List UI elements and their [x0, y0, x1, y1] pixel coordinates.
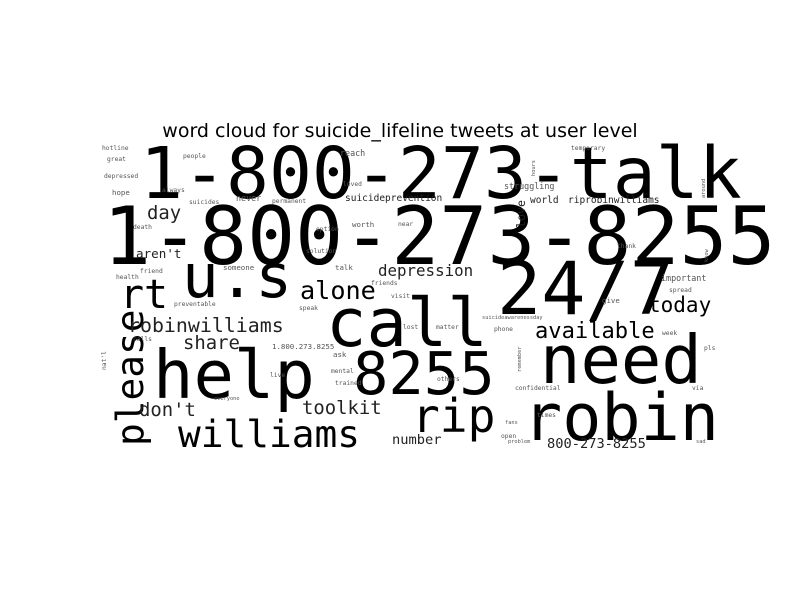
word-hotline: hotline: [102, 145, 129, 152]
word-nat-l: nat'l: [101, 351, 108, 370]
word-mental: mental: [331, 368, 354, 375]
word-spread: spread: [669, 287, 692, 294]
word-fans: fans: [505, 420, 518, 426]
word-calls: calls: [133, 336, 152, 343]
word-alone: alone: [300, 276, 376, 305]
word-via: via: [692, 385, 704, 392]
word-robin: robin: [523, 381, 719, 456]
word-available: available: [535, 318, 655, 344]
word-phone: phone: [494, 326, 513, 333]
word-u-s: u.s: [182, 241, 292, 312]
word-share: share: [183, 332, 240, 354]
word-around: around: [701, 179, 707, 198]
word-suicideawarenessday: suicideawarenessday: [482, 315, 543, 321]
word-great: great: [107, 156, 126, 163]
word-8255: 8255: [353, 339, 495, 408]
word-visit: visit: [391, 293, 410, 300]
word-robinwilliams: robinwilliams: [128, 314, 284, 337]
word-lost: lost: [403, 324, 418, 331]
word-depressed: depressed: [104, 173, 138, 180]
word-talk: talk: [335, 263, 353, 272]
word-call: call: [326, 284, 488, 362]
word-health: health: [116, 274, 139, 281]
word-week: week: [662, 330, 677, 337]
word-times: times: [537, 412, 556, 419]
word-number: number: [392, 432, 441, 448]
word-please: please: [108, 309, 152, 446]
word-1-800-273-8255: 1-800-273-8255: [103, 190, 776, 283]
word-struggling: struggling: [504, 181, 554, 191]
word-always: always: [162, 187, 185, 194]
word-remember: remember: [517, 346, 523, 372]
word-love: love: [514, 200, 528, 228]
word-friend: friend: [140, 268, 163, 275]
word-speak: speak: [299, 305, 318, 312]
chart-title: word cloud for suicide_lifeline tweets a…: [162, 120, 638, 142]
word-sad: sad: [696, 439, 706, 445]
word-800-273-8255: 800-273-8255: [547, 436, 646, 452]
word-loved: loved: [343, 181, 362, 188]
word-everyone: everyone: [214, 396, 240, 402]
word-reach: reach: [340, 148, 365, 158]
word-solution: solution: [306, 248, 337, 255]
word-toolkit: toolkit: [302, 397, 382, 419]
word-aren-t: aren't: [136, 246, 182, 261]
word-williams: williams: [178, 412, 360, 456]
word-friends: friends: [371, 280, 398, 287]
word-1-800-273-talk: 1-800-273-talk: [140, 132, 742, 215]
word-don-t: don't: [139, 399, 196, 421]
word-know: know: [704, 248, 710, 262]
word-open: open: [501, 433, 516, 440]
word-pls: pls: [704, 345, 716, 352]
word-give: give: [602, 296, 620, 305]
word-important: important: [661, 273, 706, 283]
word-matter: matter: [436, 324, 459, 331]
word-24-7: 24/7: [497, 247, 674, 332]
word-1-800-273-8255: 1.800.273.8255: [272, 342, 334, 351]
word-someone: someone: [223, 263, 255, 272]
word-world: world: [530, 195, 559, 206]
word-rt: rt: [120, 272, 168, 318]
word-depression: depression: [378, 261, 473, 280]
word-permanent: permanent: [272, 198, 306, 205]
word-near: near: [398, 221, 413, 228]
word-hours: hours: [531, 160, 537, 176]
word-thank: thank: [617, 243, 636, 250]
word-today: today: [648, 293, 711, 317]
word-riprobinwilliams: riprobinwilliams: [568, 195, 660, 206]
word-people: people: [183, 153, 206, 160]
word-never: never: [236, 193, 261, 203]
word-worth: worth: [352, 220, 374, 229]
word-trained: trained: [335, 380, 362, 387]
word-ask: ask: [333, 350, 347, 359]
word-need: need: [540, 321, 702, 399]
word-death: death: [133, 224, 152, 231]
word-preventable: preventable: [174, 301, 216, 308]
word-problem: problem: [508, 439, 530, 445]
word-others: others: [437, 376, 460, 383]
word-help: help: [153, 336, 315, 414]
word-option: option: [316, 226, 339, 233]
word-hope: hope: [112, 188, 130, 197]
word-suicideprevention: suicideprevention: [345, 193, 442, 204]
word-temporary: temporary: [571, 145, 605, 152]
word-suicides: suicides: [189, 199, 220, 206]
word-day: day: [147, 202, 181, 224]
word-confidential: confidential: [515, 385, 561, 392]
word-rip: rip: [412, 389, 495, 443]
word-live: live: [270, 372, 285, 379]
